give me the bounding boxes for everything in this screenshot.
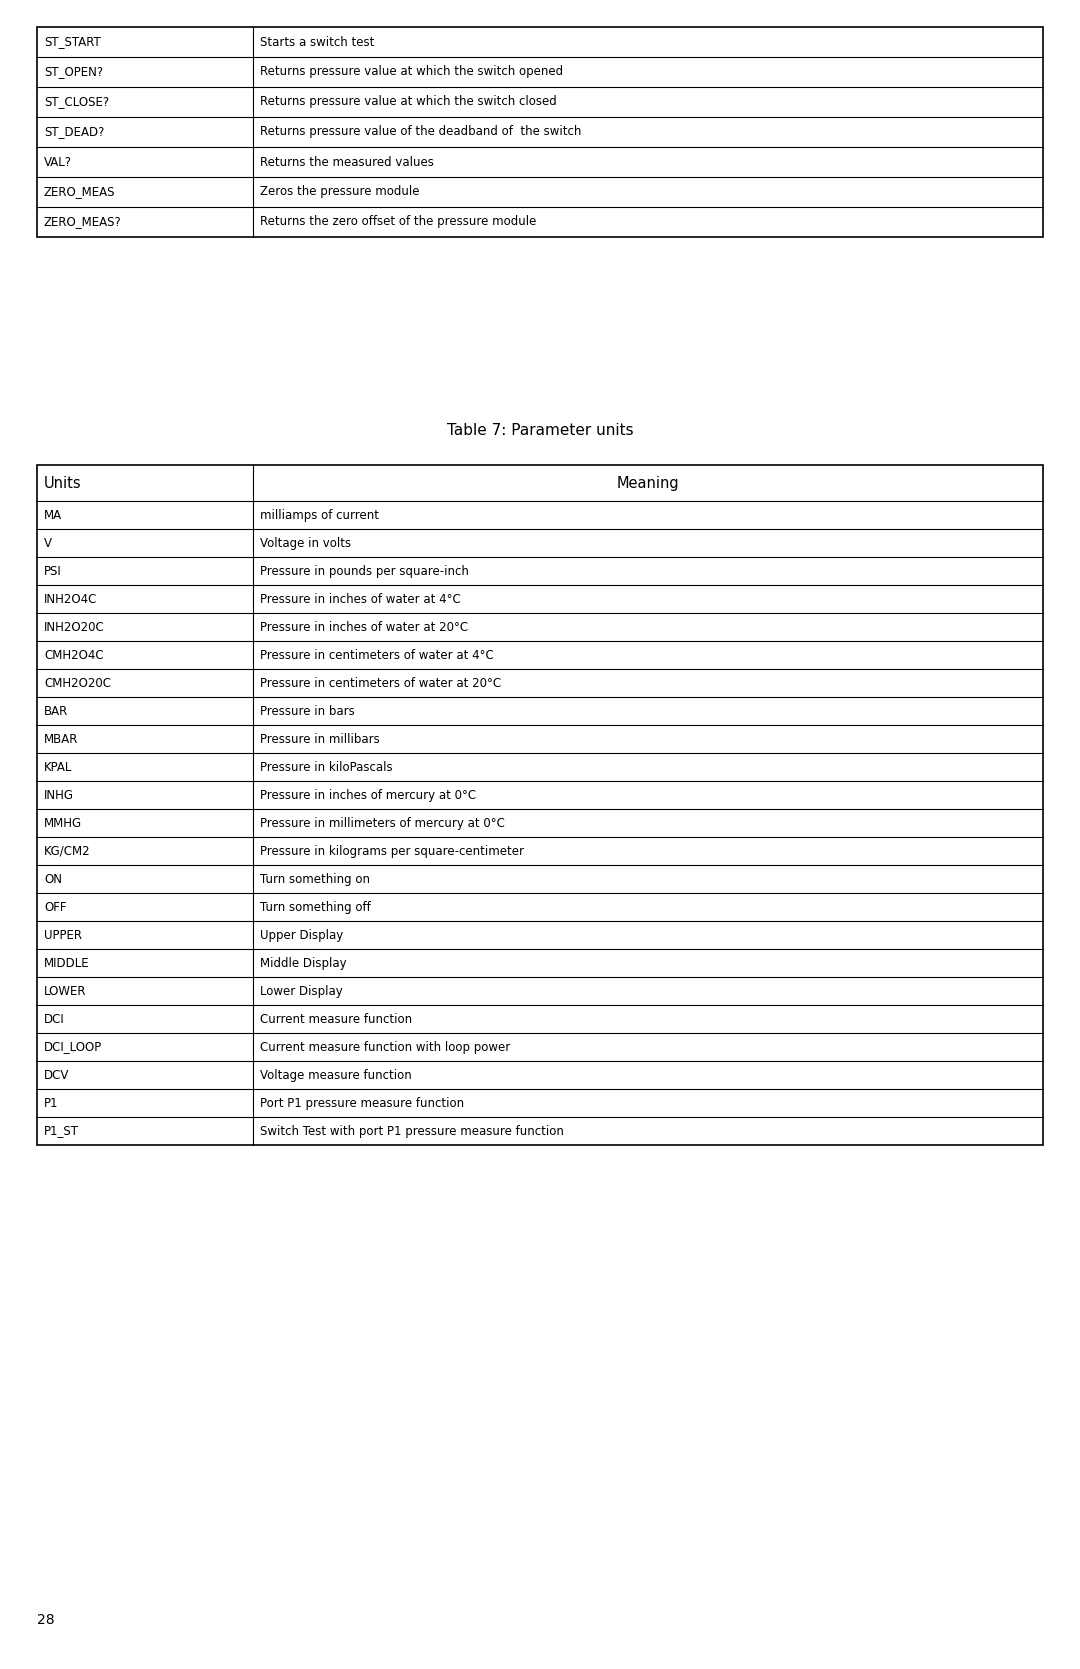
Text: Pressure in centimeters of water at 4°C: Pressure in centimeters of water at 4°C [260,649,494,661]
Text: Switch Test with port P1 pressure measure function: Switch Test with port P1 pressure measur… [260,1125,564,1138]
Text: Returns pressure value of the deadband of  the switch: Returns pressure value of the deadband o… [260,125,582,139]
Text: ST_DEAD?: ST_DEAD? [44,125,105,139]
Text: Pressure in inches of water at 20°C: Pressure in inches of water at 20°C [260,621,469,634]
Text: DCI: DCI [44,1013,65,1025]
Text: Pressure in inches of mercury at 0°C: Pressure in inches of mercury at 0°C [260,788,476,801]
Text: INH2O20C: INH2O20C [44,621,105,634]
Text: BAR: BAR [44,704,68,718]
Text: Pressure in centimeters of water at 20°C: Pressure in centimeters of water at 20°C [260,676,501,689]
Text: Voltage in volts: Voltage in volts [260,536,351,549]
Text: MMHG: MMHG [44,816,82,829]
Text: P1: P1 [44,1097,58,1110]
Text: ST_OPEN?: ST_OPEN? [44,65,103,78]
Text: PSI: PSI [44,564,62,577]
Text: Port P1 pressure measure function: Port P1 pressure measure function [260,1097,464,1110]
Bar [37,466,1043,1145]
Text: Returns the measured values: Returns the measured values [260,155,434,169]
Text: MIDDLE: MIDDLE [44,956,90,970]
Text: ZERO_MEAS?: ZERO_MEAS? [44,215,122,229]
Text: DCV: DCV [44,1068,69,1082]
Text: Meaning: Meaning [617,476,679,491]
Text: Zeros the pressure module: Zeros the pressure module [260,185,420,199]
Text: Returns the zero offset of the pressure module: Returns the zero offset of the pressure … [260,215,537,229]
Text: P1_ST: P1_ST [44,1125,79,1138]
Text: VAL?: VAL? [44,155,72,169]
Text: ST_START: ST_START [44,35,100,48]
Text: Upper Display: Upper Display [260,928,343,941]
Text: Pressure in inches of water at 4°C: Pressure in inches of water at 4°C [260,592,461,606]
Text: MBAR: MBAR [44,733,79,746]
Text: Units: Units [44,476,82,491]
Text: Returns pressure value at which the switch closed: Returns pressure value at which the swit… [260,95,557,108]
Text: Current measure function with loop power: Current measure function with loop power [260,1040,511,1053]
Text: Pressure in bars: Pressure in bars [260,704,355,718]
Text: V: V [44,536,52,549]
Text: Pressure in millibars: Pressure in millibars [260,733,380,746]
Text: DCI_LOOP: DCI_LOOP [44,1040,103,1053]
Text: Pressure in pounds per square-inch: Pressure in pounds per square-inch [260,564,469,577]
Text: ZERO_MEAS: ZERO_MEAS [44,185,116,199]
Text: Turn something on: Turn something on [260,873,370,886]
Text: KG/CM2: KG/CM2 [44,845,91,858]
Text: ON: ON [44,873,62,886]
Text: Returns pressure value at which the switch opened: Returns pressure value at which the swit… [260,65,564,78]
Text: Starts a switch test: Starts a switch test [260,35,375,48]
Text: Voltage measure function: Voltage measure function [260,1068,413,1082]
Text: Pressure in kilograms per square-centimeter: Pressure in kilograms per square-centime… [260,845,524,858]
Text: Pressure in millimeters of mercury at 0°C: Pressure in millimeters of mercury at 0°… [260,816,505,829]
Text: 28: 28 [37,1612,55,1627]
Text: Current measure function: Current measure function [260,1013,413,1025]
Text: Middle Display: Middle Display [260,956,347,970]
Text: KPAL: KPAL [44,761,72,773]
Text: CMH2O4C: CMH2O4C [44,649,104,661]
Text: MA: MA [44,509,63,521]
Text: ST_CLOSE?: ST_CLOSE? [44,95,109,108]
Text: CMH2O20C: CMH2O20C [44,676,111,689]
Text: Lower Display: Lower Display [260,985,343,998]
Text: milliamps of current: milliamps of current [260,509,379,521]
Text: Pressure in kiloPascals: Pressure in kiloPascals [260,761,393,773]
Text: OFF: OFF [44,901,67,913]
Text: UPPER: UPPER [44,928,82,941]
Bar [37,27,1043,237]
Text: Table 7: Parameter units: Table 7: Parameter units [447,422,633,437]
Text: Turn something off: Turn something off [260,901,372,913]
Text: LOWER: LOWER [44,985,86,998]
Text: INHG: INHG [44,788,75,801]
Text: INH2O4C: INH2O4C [44,592,97,606]
